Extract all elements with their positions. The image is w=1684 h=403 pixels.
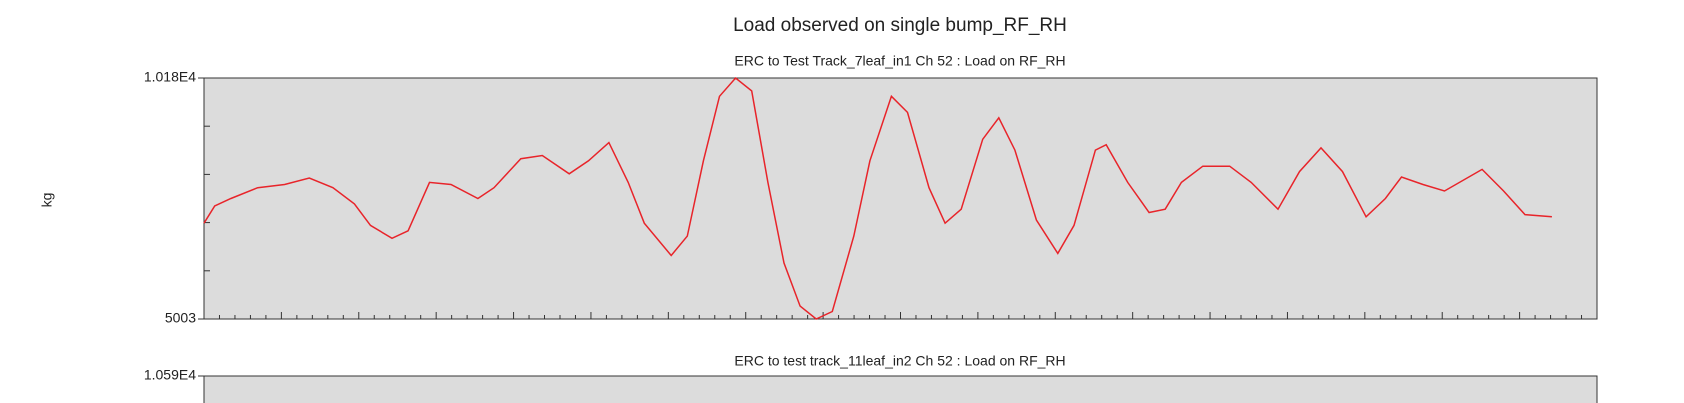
data-line: [203, 76, 1552, 320]
y-tick-label: 5003: [165, 310, 196, 326]
y-tick-label: 1.059E4: [144, 367, 196, 383]
y-tick-label: 1.018E4: [144, 69, 196, 85]
chart-title: Load observed on single bump_RF_RH: [733, 15, 1067, 36]
y-axis-label: kg: [39, 193, 55, 208]
plot-area: [203, 77, 1598, 320]
plot-area: [203, 375, 1598, 403]
subplot-title: ERC to test track_11leaf_in2 Ch 52 : Loa…: [734, 353, 1065, 369]
subplot-title: ERC to Test Track_7leaf_in1 Ch 52 : Load…: [734, 53, 1065, 69]
